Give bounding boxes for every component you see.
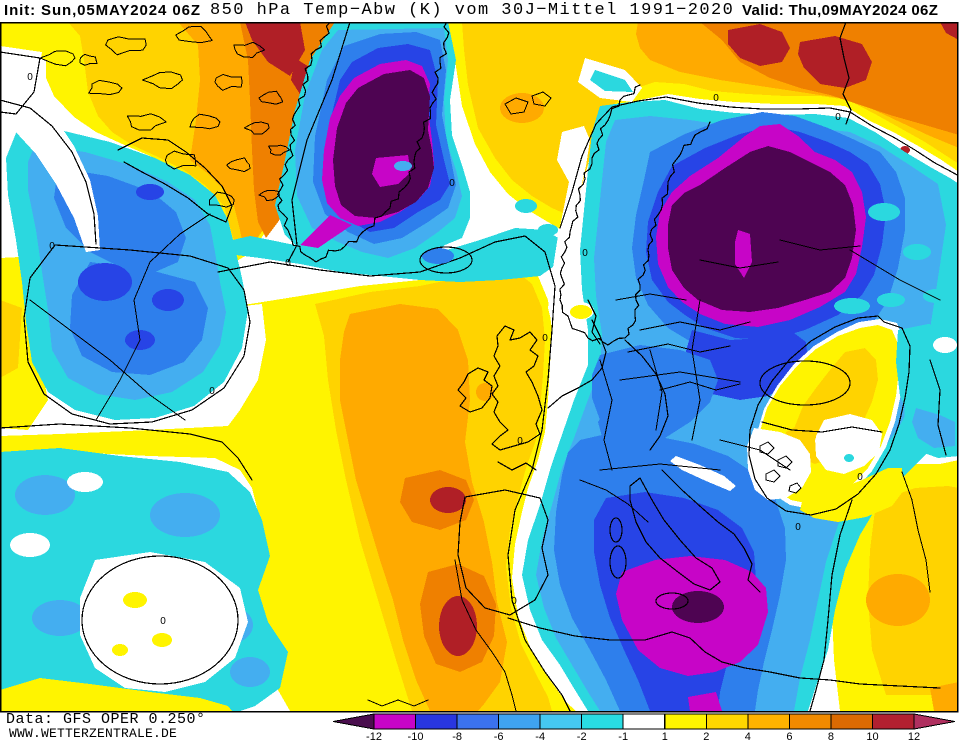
svg-text:0: 0: [285, 258, 291, 269]
svg-text:-8: -8: [452, 731, 462, 741]
svg-text:10: 10: [866, 731, 878, 741]
svg-text:0: 0: [835, 112, 841, 123]
svg-text:-1: -1: [618, 731, 628, 741]
svg-text:1: 1: [662, 731, 668, 741]
svg-text:0: 0: [582, 248, 588, 259]
svg-text:-10: -10: [408, 731, 424, 741]
svg-text:0: 0: [542, 333, 548, 344]
svg-text:-2: -2: [577, 731, 587, 741]
svg-text:0: 0: [713, 93, 719, 104]
svg-text:0: 0: [49, 241, 55, 252]
svg-text:6: 6: [786, 731, 792, 741]
svg-text:4: 4: [745, 731, 751, 741]
svg-text:0: 0: [795, 522, 801, 533]
svg-text:0: 0: [160, 616, 166, 627]
svg-text:-12: -12: [366, 731, 382, 741]
svg-text:0: 0: [517, 436, 523, 447]
svg-text:8: 8: [828, 731, 834, 741]
svg-text:0: 0: [511, 596, 517, 607]
svg-text:12: 12: [908, 731, 920, 741]
svg-text:0: 0: [27, 72, 33, 83]
svg-text:-6: -6: [494, 731, 504, 741]
svg-text:-4: -4: [535, 731, 545, 741]
svg-text:0: 0: [209, 386, 215, 397]
svg-text:0: 0: [857, 472, 863, 483]
svg-text:0: 0: [449, 178, 455, 189]
svg-text:2: 2: [703, 731, 709, 741]
